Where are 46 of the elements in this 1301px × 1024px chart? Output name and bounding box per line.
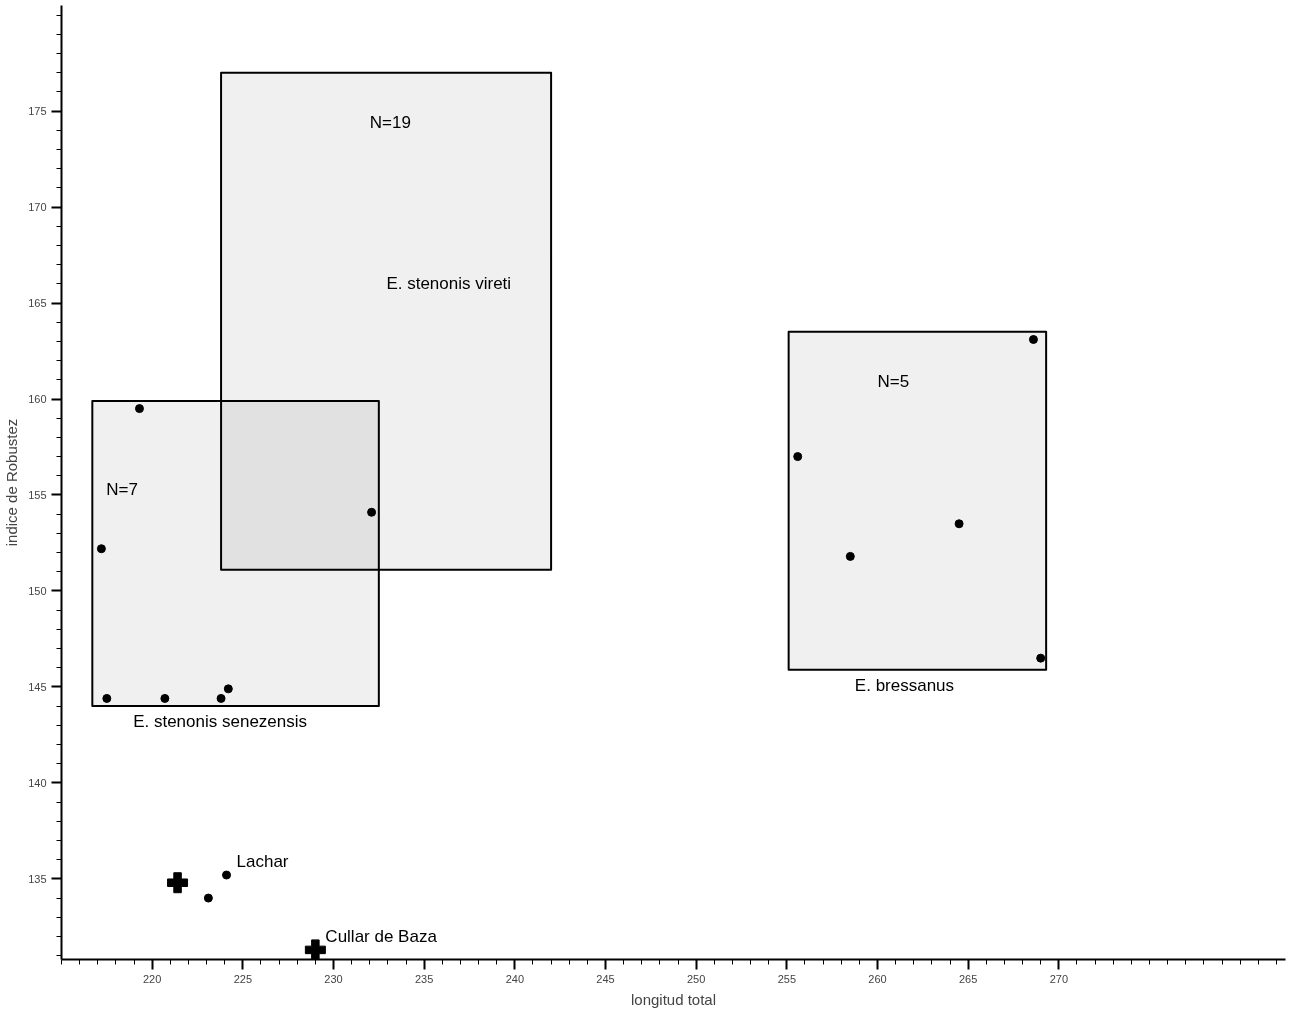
- point: [793, 452, 803, 462]
- x-tick-label: 270: [1049, 972, 1069, 985]
- y-tick-label: 165: [28, 297, 47, 310]
- point: [845, 551, 855, 561]
- x-tick-label: 240: [505, 972, 525, 985]
- point: [160, 693, 170, 703]
- point: [96, 544, 106, 554]
- point: [367, 507, 377, 517]
- point: [1036, 653, 1046, 663]
- annotation: N=7: [106, 479, 138, 499]
- point: [203, 893, 213, 903]
- point: [222, 870, 232, 880]
- y-tick-label: 155: [28, 488, 47, 501]
- annotation: E. bressanus: [854, 675, 955, 695]
- y-tick-label: 175: [28, 105, 47, 118]
- point: [304, 939, 326, 960]
- point: [954, 519, 964, 529]
- y-tick-label: 145: [28, 680, 47, 693]
- x-tick-label: 230: [324, 972, 343, 985]
- x-axis-title: longitud total: [630, 990, 717, 1008]
- annotation: E. stenonis vireti: [386, 274, 512, 294]
- x-tick-label: 235: [414, 972, 434, 985]
- y-tick-label: 135: [28, 872, 47, 885]
- y-tick-label: 140: [28, 776, 47, 789]
- point: [223, 684, 233, 694]
- annotation: E. stenonis senezensis: [133, 712, 308, 732]
- point: [216, 693, 226, 703]
- x-tick-label: 225: [233, 972, 253, 985]
- annotation: Cullar de Baza: [325, 926, 438, 946]
- x-tick-label: 265: [958, 972, 978, 985]
- annotation: N=5: [877, 371, 910, 391]
- annotation: N=19: [369, 112, 411, 132]
- point: [134, 404, 144, 414]
- y-axis-title: indice de Robustez: [3, 418, 21, 547]
- annotation: Lachar: [236, 852, 289, 872]
- point: [167, 872, 189, 894]
- x-tick-label: 250: [686, 972, 706, 985]
- point: [1028, 335, 1038, 344]
- x-tick-label: 255: [777, 972, 797, 985]
- x-tick-label: 260: [868, 972, 887, 985]
- x-tick-label: 245: [596, 972, 615, 985]
- y-tick-label: 170: [28, 201, 47, 214]
- y-tick-label: 160: [28, 393, 47, 405]
- y-tick-label: 150: [28, 584, 47, 597]
- point: [102, 693, 112, 703]
- x-tick-label: 220: [142, 972, 162, 985]
